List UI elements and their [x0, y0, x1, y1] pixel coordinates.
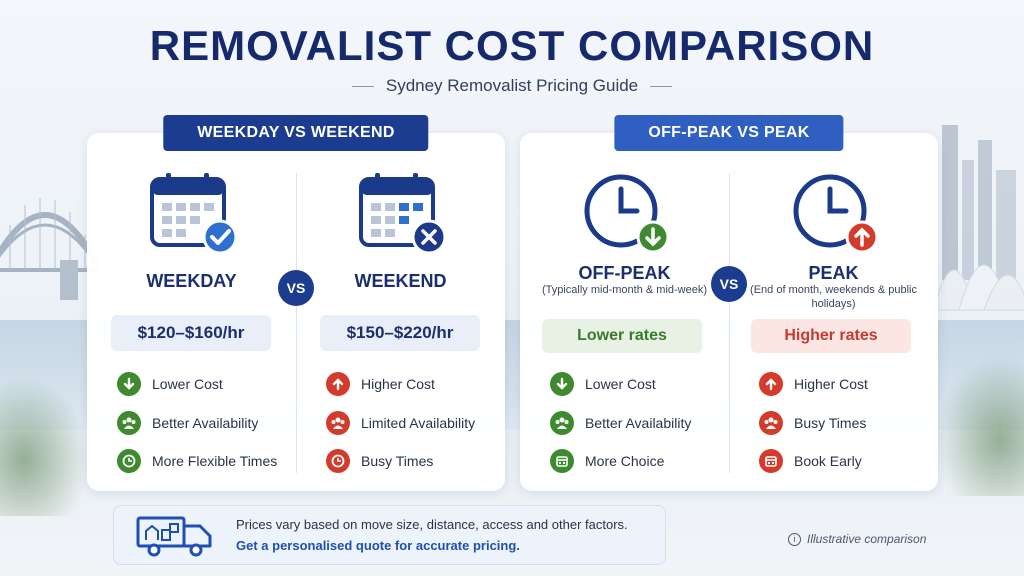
- weekend-price: $150–$220/hr: [320, 315, 480, 351]
- offpeak-peak-banner: OFF-PEAK VS PEAK: [614, 115, 844, 151]
- weekday-column: WEEKDAY $120–$160/hr Lower Cost Better A…: [87, 133, 296, 491]
- subtitle-rule-left: [351, 85, 374, 87]
- page-title: REMOVALIST COST COMPARISON: [149, 22, 875, 69]
- disclaimer: i Illustrative comparison: [788, 532, 926, 546]
- calendar-icon: [550, 449, 574, 474]
- feature-label: Better Availability: [152, 414, 259, 431]
- page-subtitle: Sydney Removalist Pricing Guide: [385, 76, 639, 95]
- offpeak-features: Lower Cost Better Availability More Choi…: [550, 365, 723, 481]
- harbour-bridge-illustration: [0, 198, 100, 300]
- feature-item: Higher Cost: [326, 365, 499, 404]
- offpeak-column: OFF-PEAK (Typically mid-month & mid-week…: [520, 133, 729, 491]
- feature-label: Higher Cost: [794, 376, 868, 393]
- feature-item: Busy Times: [326, 442, 499, 481]
- footer-note-box: Prices vary based on move size, distance…: [113, 505, 666, 565]
- clock-icon: [117, 449, 141, 474]
- weekend-title: WEEKEND: [354, 271, 447, 291]
- calendar-x-icon: [358, 173, 446, 255]
- arrow-up-icon: [759, 372, 783, 397]
- feature-label: Lower Cost: [585, 376, 656, 393]
- people-icon: [759, 410, 783, 435]
- disclaimer-text: Illustrative comparison: [807, 532, 927, 546]
- feature-item: Busy Times: [759, 404, 932, 443]
- offpeak-rate-badge: Lower rates: [542, 319, 702, 353]
- feature-label: More Flexible Times: [152, 453, 278, 470]
- feature-item: More Flexible Times: [117, 442, 290, 481]
- feature-label: Limited Availability: [361, 414, 476, 431]
- arrow-up-icon: [326, 372, 350, 397]
- offpeak-title: OFF-PEAK: [578, 263, 671, 283]
- subtitle-rule-right: [650, 85, 673, 87]
- feature-label: Busy Times: [361, 453, 434, 470]
- people-icon: [550, 410, 574, 435]
- weekend-features: Higher Cost Limited Availability Busy Ti…: [326, 365, 499, 481]
- feature-label: Book Early: [794, 453, 862, 470]
- peak-rate-badge: Higher rates: [751, 319, 911, 353]
- footer-line-1: Prices vary based on move size, distance…: [236, 517, 628, 532]
- weekday-weekend-panel: WEEKDAY VS WEEKEND VS WEEKDAY $120–$160/…: [87, 115, 505, 491]
- feature-label: Busy Times: [794, 414, 867, 431]
- peak-note: (End of month, weekends & public holiday…: [750, 284, 917, 310]
- weekday-price: $120–$160/hr: [111, 315, 271, 351]
- peak-title: PEAK: [808, 263, 859, 283]
- footer-text: Prices vary based on move size, distance…: [236, 514, 628, 556]
- feature-item: Higher Cost: [759, 365, 932, 404]
- quote-link[interactable]: Get a personalised quote for accurate pr…: [236, 538, 520, 553]
- feature-label: Better Availability: [585, 414, 692, 431]
- arrow-down-icon: [550, 372, 574, 397]
- clock-down-icon: [584, 174, 669, 254]
- peak-features: Higher Cost Busy Times Book Early: [759, 365, 932, 481]
- truck-icon: [136, 516, 212, 557]
- feature-item: Better Availability: [117, 404, 290, 443]
- feature-item: Better Availability: [550, 404, 723, 443]
- feature-item: Lower Cost: [117, 365, 290, 404]
- feature-item: Limited Availability: [326, 404, 499, 443]
- clock-up-icon: [793, 174, 878, 254]
- feature-label: Higher Cost: [361, 376, 435, 393]
- info-icon: i: [788, 532, 801, 546]
- feature-label: Lower Cost: [152, 376, 223, 393]
- feature-label: More Choice: [585, 453, 665, 470]
- arrow-down-icon: [117, 372, 141, 397]
- offpeak-note: (Typically mid-month & mid-week): [541, 284, 708, 296]
- calendar-icon: [759, 449, 783, 474]
- vs-badge: VS: [711, 266, 747, 302]
- peak-column: PEAK (End of month, weekends & public ho…: [729, 133, 938, 491]
- weekday-weekend-banner: WEEKDAY VS WEEKEND: [163, 115, 429, 151]
- people-icon: [326, 410, 350, 435]
- people-icon: [117, 410, 141, 435]
- feature-item: More Choice: [550, 442, 723, 481]
- clock-icon: [326, 449, 350, 474]
- panel-divider: [729, 173, 730, 473]
- weekday-title: WEEKDAY: [146, 271, 237, 291]
- feature-item: Book Early: [759, 442, 932, 481]
- weekend-column: WEEKEND $150–$220/hr Higher Cost Limited…: [296, 133, 505, 491]
- subtitle-row: Sydney Removalist Pricing Guide: [0, 76, 1024, 96]
- offpeak-peak-panel: OFF-PEAK VS PEAK VS OFF-PEAK (Typically …: [520, 115, 938, 491]
- feature-item: Lower Cost: [550, 365, 723, 404]
- panel-divider: [296, 173, 297, 473]
- weekday-features: Lower Cost Better Availability More Flex…: [117, 365, 290, 481]
- vs-badge: VS: [278, 270, 314, 306]
- calendar-check-icon: [149, 173, 237, 255]
